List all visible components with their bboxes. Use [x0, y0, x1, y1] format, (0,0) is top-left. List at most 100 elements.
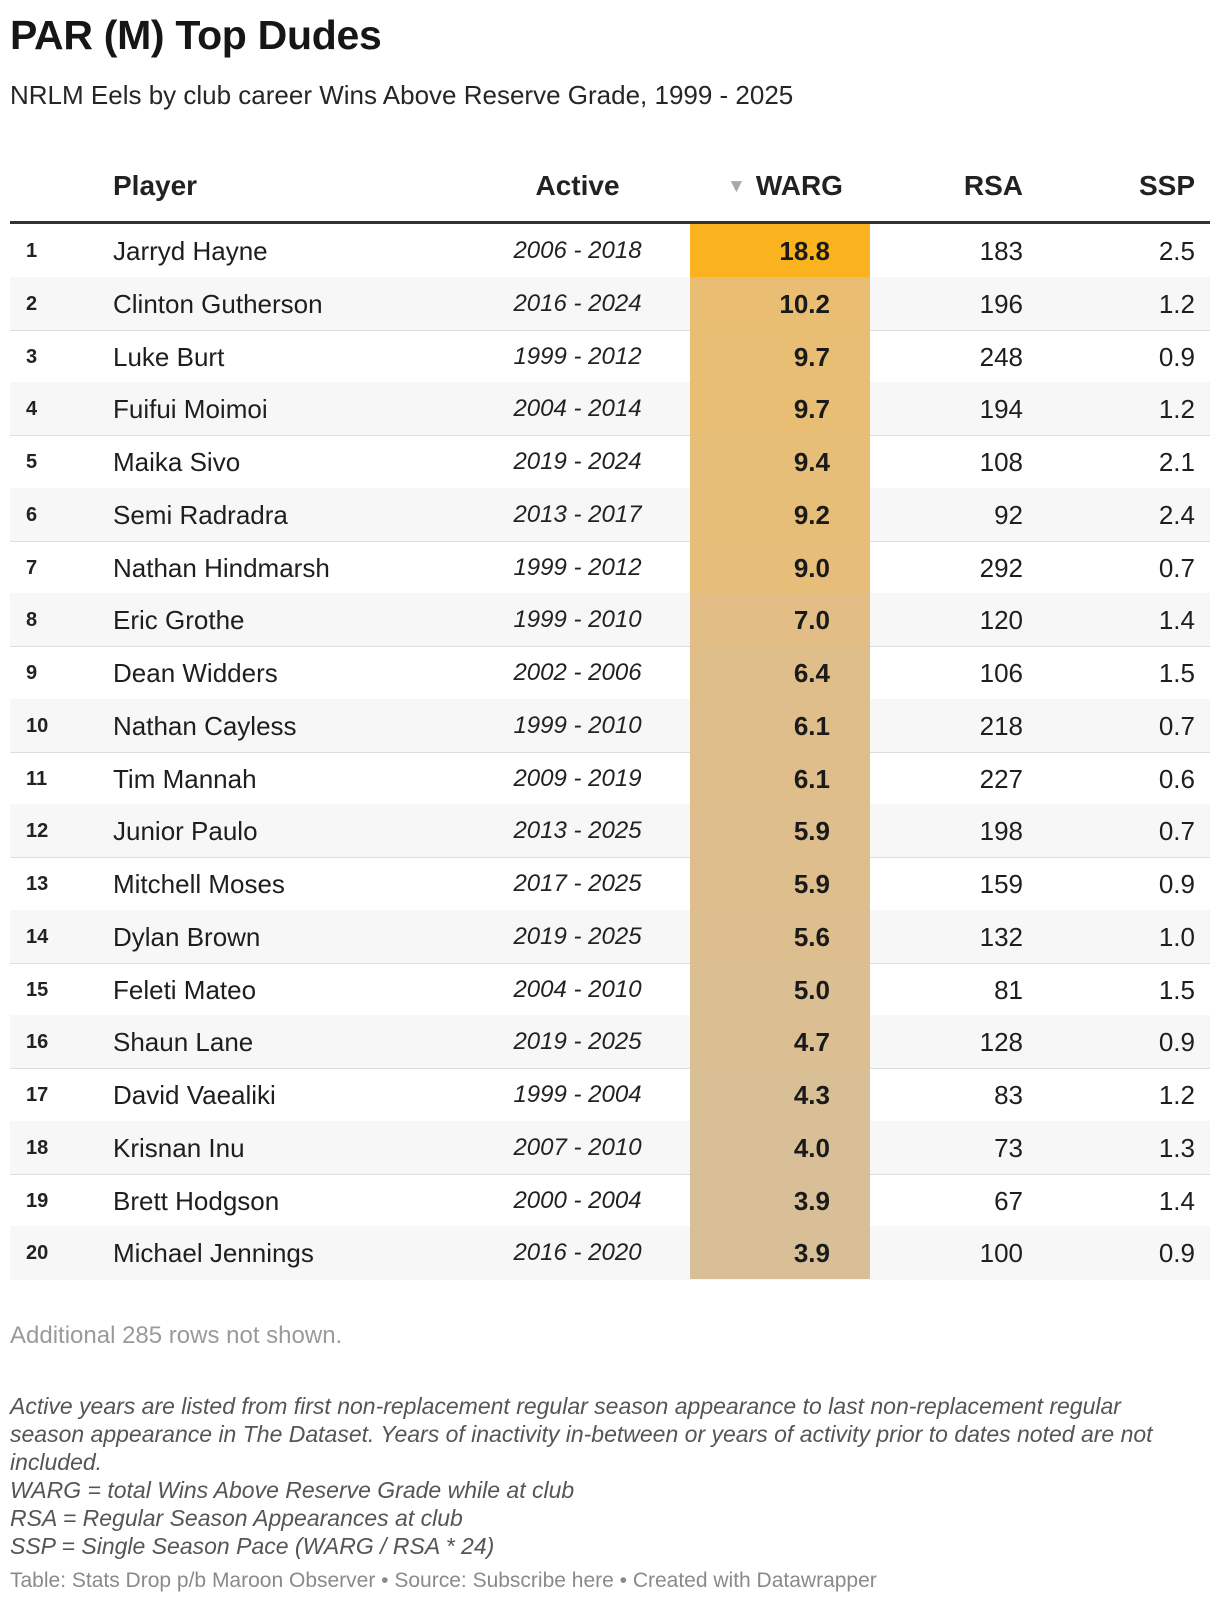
cell-player: Semi Radradra — [113, 499, 288, 530]
cell-active: 2002 - 2006 — [513, 659, 642, 686]
cell-active: 2019 - 2025 — [513, 922, 642, 950]
cell-rsa: 248 — [979, 341, 1023, 372]
cell-rank: 12 — [26, 820, 49, 843]
note-warg: WARG = total Wins Above Reserve Grade wh… — [10, 1477, 575, 1503]
cell-active: 2009 - 2019 — [513, 764, 642, 792]
page-subtitle: NRLM Eels by club career Wins Above Rese… — [10, 80, 794, 110]
cell-rank: 5 — [26, 451, 38, 473]
cell-warg: 5.6 — [690, 909, 870, 964]
column-header-active[interactable]: Active — [535, 170, 620, 201]
cell-active: 2019 - 2025 — [513, 1028, 642, 1056]
cell-rsa: 198 — [979, 816, 1023, 847]
cell-player: Maika Sivo — [113, 447, 241, 477]
cell-rsa: 218 — [979, 710, 1023, 741]
cell-rank: 16 — [26, 1031, 49, 1054]
cell-warg: 4.0 — [690, 1120, 870, 1175]
cell-ssp: 0.9 — [1158, 1027, 1195, 1058]
cell-rank: 19 — [26, 1189, 49, 1212]
cell-active: 2013 - 2017 — [513, 500, 642, 528]
cell-active: 2004 - 2014 — [513, 395, 642, 423]
cell-rank: 15 — [26, 978, 49, 1001]
cell-ssp: 1.5 — [1158, 974, 1195, 1005]
column-header-player[interactable]: Player — [113, 170, 198, 201]
cell-active: 1999 - 2004 — [513, 1081, 642, 1108]
cell-warg: 4.3 — [690, 1068, 870, 1122]
cell-player: Dylan Brown — [113, 921, 261, 952]
cell-active: 2016 - 2024 — [513, 289, 642, 317]
cell-rsa: 67 — [994, 1185, 1023, 1216]
cell-player: Clinton Gutherson — [113, 288, 323, 319]
cell-active: 2000 - 2004 — [513, 1186, 642, 1214]
cell-rsa: 128 — [979, 1027, 1023, 1058]
table-row: 7 Nathan Hindmarsh 1999 - 2012 9.0 292 0.7 — [10, 540, 1210, 595]
cell-active: 1999 - 2010 — [513, 711, 642, 739]
cell-warg: 6.1 — [690, 698, 870, 753]
cell-active: 2019 - 2024 — [513, 448, 642, 475]
cell-ssp: 1.2 — [1158, 394, 1195, 425]
cell-rsa: 292 — [979, 552, 1023, 583]
cell-ssp: 0.7 — [1158, 552, 1195, 583]
table-row: 20 Michael Jennings 2016 - 2020 3.9 100 0.9 — [10, 1226, 1210, 1281]
table-row: 2 Clinton Gutherson 2016 - 2024 10.2 196 1.2 — [10, 276, 1210, 331]
table-row: 3 Luke Burt 1999 - 2012 9.7 248 0.9 — [10, 329, 1210, 384]
cell-player: Nathan Hindmarsh — [113, 552, 330, 583]
more-rows-note: Additional 285 rows not shown. — [10, 1322, 343, 1349]
cell-player: Michael Jennings — [113, 1238, 314, 1269]
cell-rank: 8 — [26, 609, 38, 632]
note-active-years: Active years are listed from first non-r… — [10, 1393, 1153, 1475]
cell-rsa: 196 — [979, 288, 1023, 319]
cell-active: 2016 - 2020 — [513, 1239, 642, 1267]
cell-active: 2007 - 2010 — [513, 1133, 642, 1161]
cell-ssp: 1.2 — [1158, 288, 1195, 319]
table-row: 15 Feleti Mateo 2004 - 2010 5.0 81 1.5 — [10, 962, 1210, 1017]
table-row: 13 Mitchell Moses 2017 - 2025 5.9 159 0.9 — [10, 857, 1210, 911]
cell-rank: 18 — [26, 1136, 49, 1159]
cell-ssp: 1.2 — [1158, 1080, 1195, 1110]
cell-ssp: 1.4 — [1158, 605, 1195, 636]
cell-rsa: 159 — [979, 869, 1023, 899]
cell-warg: 18.8 — [690, 224, 870, 278]
table-row: 9 Dean Widders 2002 - 2006 6.4 106 1.5 — [10, 646, 1210, 700]
cell-rsa: 100 — [979, 1238, 1023, 1269]
cell-player: Brett Hodgson — [113, 1185, 280, 1216]
cell-player: Dean Widders — [113, 658, 278, 688]
table-row: 14 Dylan Brown 2019 - 2025 5.6 132 1.0 — [10, 909, 1210, 964]
cell-warg: 5.9 — [690, 857, 870, 911]
footer-credit: Table: Stats Drop p/b Maroon Observer • … — [10, 1569, 877, 1592]
column-header-rsa[interactable]: RSA — [963, 170, 1023, 201]
cell-player: Fuifui Moimoi — [113, 394, 268, 425]
cell-warg: 9.0 — [690, 540, 870, 595]
cell-player: Mitchell Moses — [113, 869, 285, 899]
cell-rank: 11 — [26, 767, 48, 790]
cell-active: 1999 - 2012 — [513, 553, 642, 581]
cell-warg: 5.9 — [690, 804, 870, 858]
cell-player: Feleti Mateo — [113, 974, 257, 1005]
table-row: 16 Shaun Lane 2019 - 2025 4.7 128 0.9 — [10, 1015, 1210, 1070]
cell-ssp: 0.7 — [1158, 816, 1195, 847]
cell-rsa: 73 — [994, 1132, 1023, 1163]
table-row: 12 Junior Paulo 2013 - 2025 5.9 198 0.7 — [10, 804, 1210, 859]
note-ssp: SSP = Single Season Pace (WARG / RSA * 2… — [10, 1533, 495, 1559]
cell-rsa: 183 — [979, 236, 1023, 266]
cell-player: Luke Burt — [113, 341, 225, 372]
table-row: 19 Brett Hodgson 2000 - 2004 3.9 67 1.4 — [10, 1173, 1210, 1228]
cell-ssp: 1.5 — [1158, 658, 1195, 688]
cell-rsa: 120 — [979, 605, 1023, 636]
cell-player: Junior Paulo — [113, 816, 258, 847]
cell-rank: 13 — [26, 873, 49, 895]
cell-player: Krisnan Inu — [113, 1132, 245, 1163]
cell-rank: 14 — [26, 925, 49, 948]
cell-rsa: 83 — [994, 1080, 1023, 1110]
column-header-warg[interactable]: ▼ WARG — [695, 170, 875, 202]
cell-ssp: 0.6 — [1158, 763, 1195, 794]
cell-rsa: 92 — [994, 499, 1023, 530]
cell-rank: 1 — [26, 240, 38, 262]
cell-rank: 10 — [26, 714, 49, 737]
column-header-ssp[interactable]: SSP — [1138, 170, 1195, 201]
cell-warg: 9.7 — [690, 382, 870, 436]
cell-warg: 9.4 — [690, 435, 870, 489]
cell-active: 1999 - 2010 — [513, 606, 642, 634]
cell-rank: 20 — [26, 1242, 49, 1265]
cell-warg: 9.7 — [690, 329, 870, 384]
cell-warg: 3.9 — [690, 1226, 870, 1279]
